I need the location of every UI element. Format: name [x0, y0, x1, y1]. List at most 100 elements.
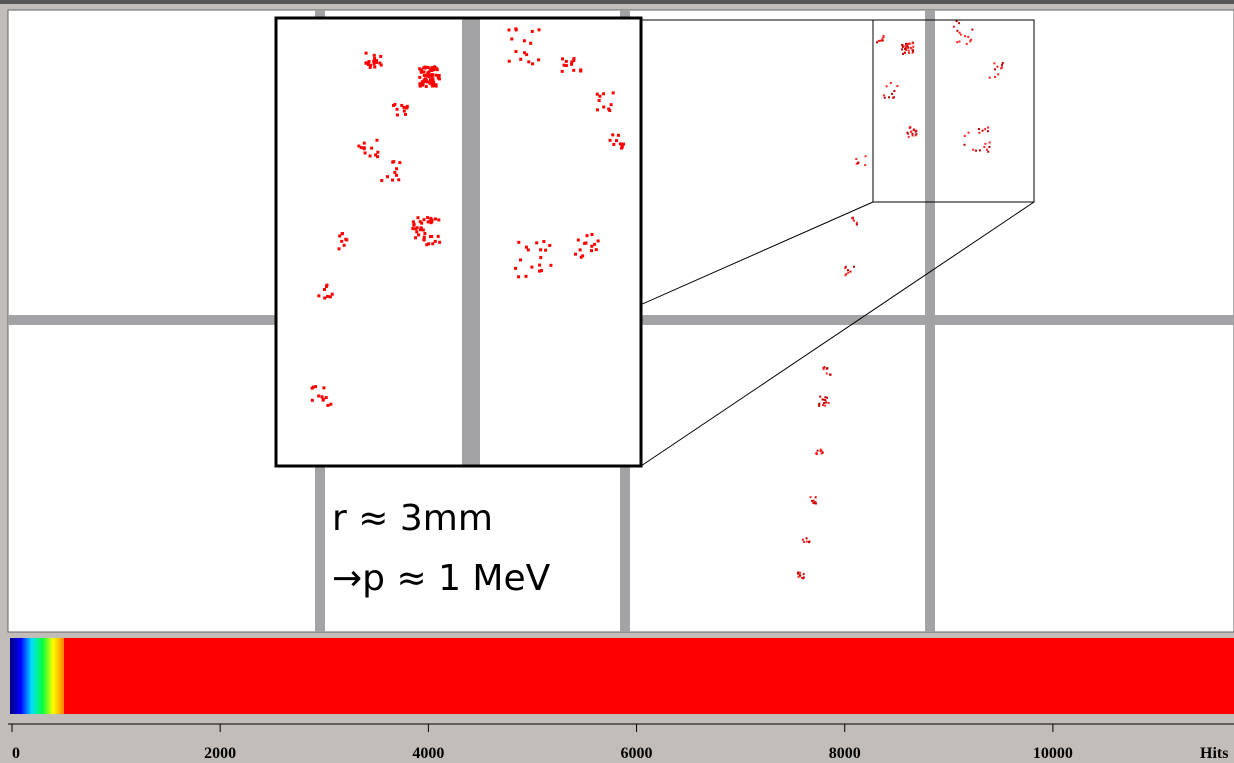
hit [908, 136, 910, 138]
hit [398, 161, 401, 164]
hit [590, 245, 593, 248]
hit [822, 404, 824, 406]
hit [824, 405, 826, 407]
hit [987, 127, 989, 129]
hit [803, 573, 805, 575]
hit [847, 272, 849, 274]
hit [525, 246, 528, 249]
hit [574, 253, 577, 256]
annotation: →p ≈ 1 MeV [332, 558, 551, 599]
hit [548, 244, 551, 247]
hit [425, 79, 428, 82]
hit [893, 96, 895, 98]
hit [515, 28, 518, 31]
hit [815, 453, 817, 455]
hit [373, 57, 376, 60]
hit [818, 403, 820, 405]
colorbar-label: Hits [1200, 745, 1228, 762]
hit [806, 537, 808, 539]
hit [822, 452, 824, 454]
hit [912, 50, 914, 52]
tick-label: 4000 [412, 745, 444, 762]
hit [393, 171, 396, 174]
hit [803, 576, 805, 578]
hit [997, 73, 999, 75]
hit [609, 139, 612, 142]
hit [882, 35, 884, 37]
hit [365, 52, 368, 55]
hit [907, 47, 909, 49]
hit [436, 68, 439, 71]
hit [581, 254, 584, 257]
hit [429, 68, 432, 71]
hit [530, 266, 533, 269]
hit [510, 37, 513, 40]
hit [590, 249, 593, 252]
hit [373, 65, 376, 68]
hit [417, 233, 420, 236]
hit [620, 147, 623, 150]
hit [549, 264, 552, 267]
hit [988, 146, 990, 148]
hit [322, 386, 325, 389]
hit [910, 47, 912, 49]
page: r ≈ 3mm →p ≈ 1 MeV 020004000600080001000… [0, 0, 1234, 763]
hit [994, 68, 996, 70]
hit [984, 143, 986, 145]
hit [423, 232, 426, 235]
hit [596, 108, 599, 111]
hit [579, 70, 582, 73]
hit [891, 93, 893, 95]
hit [908, 43, 910, 45]
hit [969, 40, 971, 42]
hit [539, 248, 542, 251]
hit [317, 294, 320, 297]
hit [856, 224, 858, 226]
hit [602, 105, 605, 108]
hit [882, 40, 884, 42]
hit [340, 240, 343, 243]
hit [824, 399, 826, 401]
hit [818, 405, 820, 407]
hit [579, 248, 582, 251]
hit [611, 133, 614, 136]
hit [856, 222, 858, 224]
hit [531, 30, 534, 33]
hit [565, 60, 568, 63]
hit [329, 295, 332, 298]
hit [542, 240, 545, 243]
hit [849, 271, 851, 273]
hit [825, 401, 827, 403]
hit [829, 374, 831, 376]
hit [396, 108, 399, 111]
hit [909, 126, 911, 128]
hit [612, 91, 615, 94]
hit [912, 42, 914, 44]
zoom-gap [462, 18, 480, 466]
hit [806, 541, 808, 543]
hit [847, 269, 849, 271]
hit [418, 83, 421, 86]
hit [865, 155, 867, 157]
hit [563, 64, 566, 67]
hit [411, 227, 414, 230]
hit [983, 146, 985, 148]
hit [845, 274, 847, 276]
hit [879, 40, 881, 42]
hit [817, 450, 819, 452]
hit [912, 134, 914, 136]
hit [893, 90, 895, 92]
hit [326, 295, 329, 298]
hit [422, 238, 425, 241]
tick-label: 2000 [204, 745, 236, 762]
hit [572, 69, 575, 72]
hit [425, 85, 428, 88]
hit [814, 502, 816, 504]
hit [964, 135, 966, 137]
hit [910, 131, 912, 133]
hit [329, 403, 332, 406]
hit [343, 244, 346, 247]
hit [527, 248, 530, 251]
hit [434, 74, 437, 77]
hit [434, 217, 437, 220]
